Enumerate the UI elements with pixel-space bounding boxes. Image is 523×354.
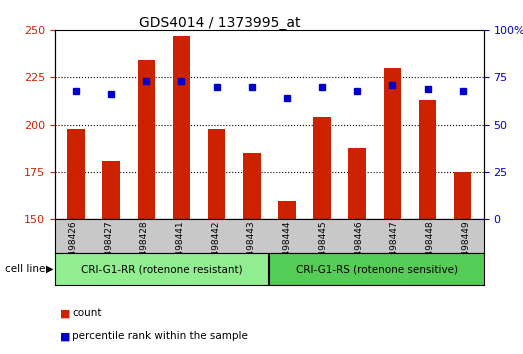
- Bar: [348, 148, 366, 219]
- Bar: [269, 253, 484, 285]
- Text: cell line: cell line: [5, 264, 46, 274]
- Text: GSM498448: GSM498448: [426, 221, 435, 275]
- Text: GSM498426: GSM498426: [69, 221, 77, 275]
- Bar: [173, 36, 190, 219]
- Text: GSM498447: GSM498447: [390, 221, 399, 275]
- Bar: [454, 172, 471, 219]
- Bar: [243, 153, 260, 219]
- Text: GSM498443: GSM498443: [247, 221, 256, 275]
- Bar: [55, 253, 269, 285]
- Text: ■: ■: [60, 331, 71, 341]
- Text: ▶: ▶: [46, 264, 53, 274]
- Text: GDS4014 / 1373995_at: GDS4014 / 1373995_at: [139, 16, 300, 30]
- Text: GSM498446: GSM498446: [354, 221, 363, 275]
- Text: GSM498444: GSM498444: [283, 221, 292, 275]
- Bar: [419, 100, 436, 219]
- Text: GSM498449: GSM498449: [461, 221, 470, 275]
- Text: ■: ■: [60, 308, 71, 318]
- Bar: [67, 129, 85, 219]
- Bar: [278, 200, 295, 219]
- Text: count: count: [72, 308, 101, 318]
- Text: CRI-G1-RS (rotenone sensitive): CRI-G1-RS (rotenone sensitive): [295, 264, 458, 274]
- Bar: [138, 61, 155, 219]
- Bar: [313, 117, 331, 219]
- Text: GSM498427: GSM498427: [104, 221, 113, 275]
- Text: CRI-G1-RR (rotenone resistant): CRI-G1-RR (rotenone resistant): [81, 264, 243, 274]
- Bar: [383, 68, 401, 219]
- Text: GSM498428: GSM498428: [140, 221, 149, 275]
- Text: GSM498445: GSM498445: [319, 221, 327, 275]
- Text: GSM498441: GSM498441: [176, 221, 185, 275]
- Bar: [103, 161, 120, 219]
- Text: GSM498442: GSM498442: [211, 221, 220, 275]
- Text: percentile rank within the sample: percentile rank within the sample: [72, 331, 248, 341]
- Bar: [208, 129, 225, 219]
